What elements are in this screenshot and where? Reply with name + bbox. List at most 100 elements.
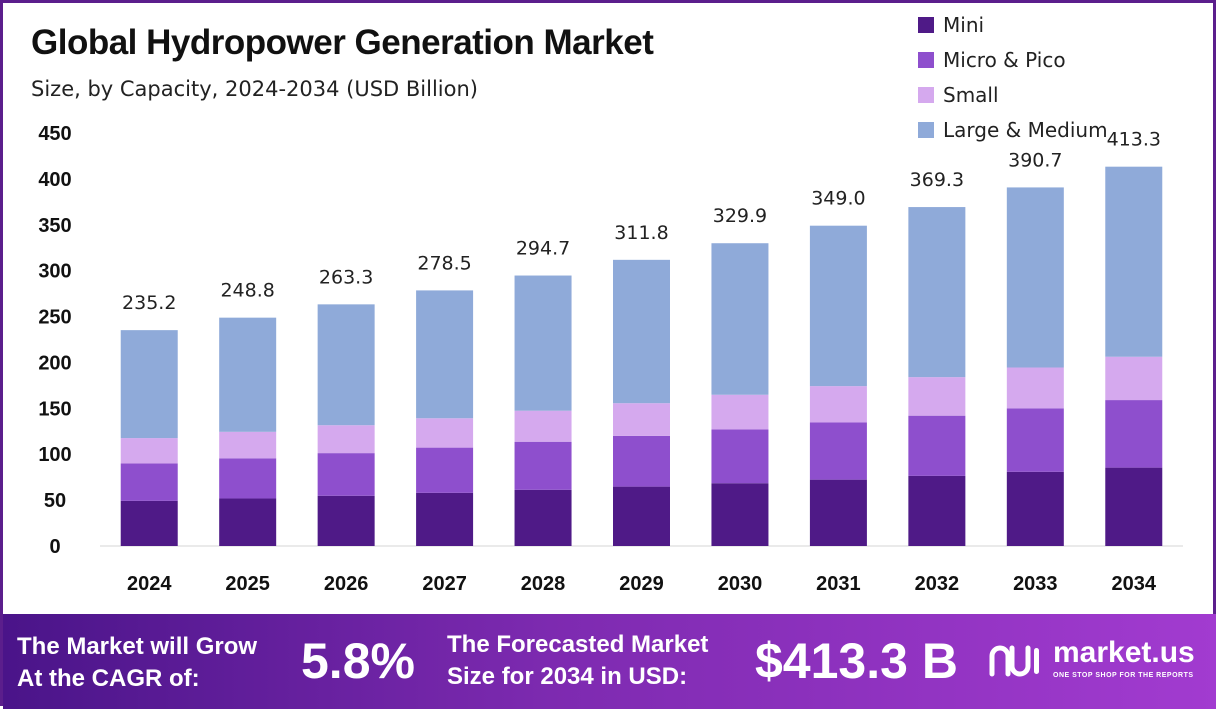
cagr-caption-line1: The Market will Grow bbox=[17, 633, 258, 660]
x-tick-label: 2027 bbox=[422, 573, 467, 595]
bar-total-label: 329.9 bbox=[713, 205, 767, 227]
y-tick-label: 150 bbox=[38, 398, 71, 420]
forecast-caption-line2: Size for 2034 in USD: bbox=[447, 663, 688, 690]
legend-label-small: Small bbox=[943, 82, 999, 107]
y-tick-label: 250 bbox=[38, 307, 71, 329]
x-tick-label: 2029 bbox=[619, 573, 664, 595]
x-tick-label: 2028 bbox=[521, 573, 566, 595]
x-tick-label: 2031 bbox=[816, 573, 861, 595]
bar-segment-mini bbox=[1105, 467, 1163, 546]
legend-item-large-medium: Large & Medium bbox=[918, 112, 1108, 147]
cagr-caption: The Market will Grow At the CAGR of: bbox=[17, 631, 257, 695]
x-tick-label: 2024 bbox=[127, 573, 172, 595]
logo-name: market.us bbox=[1053, 636, 1195, 669]
bar-segment-micro-pico bbox=[908, 415, 966, 476]
bar-segment-mini bbox=[613, 486, 670, 546]
chart-legend: Mini Micro & Pico Small Large & Medium bbox=[918, 7, 1108, 147]
cagr-value: 5.8% bbox=[301, 633, 415, 689]
legend-item-small: Small bbox=[918, 77, 1108, 112]
legend-label-micro-pico: Micro & Pico bbox=[943, 47, 1066, 72]
bar-segment-micro-pico bbox=[1006, 408, 1064, 472]
market-us-logo-icon bbox=[989, 645, 1039, 677]
bar-segment-large-medium bbox=[514, 275, 572, 411]
bar-segment-mini bbox=[711, 483, 769, 546]
legend-label-large-medium: Large & Medium bbox=[943, 117, 1108, 142]
bar-segment-large-medium bbox=[1006, 187, 1064, 368]
bar-segment-large-medium bbox=[1105, 166, 1163, 357]
bar-segment-large-medium bbox=[219, 317, 277, 432]
bar-segment-micro-pico bbox=[711, 429, 769, 484]
y-tick-label: 50 bbox=[44, 490, 66, 512]
legend-swatch-small bbox=[918, 86, 934, 103]
legend-label-mini: Mini bbox=[943, 12, 985, 37]
bar-segment-mini bbox=[809, 479, 867, 546]
legend-item-mini: Mini bbox=[918, 7, 1108, 42]
bar-segment-micro-pico bbox=[514, 441, 572, 490]
bar-segment-small bbox=[908, 377, 966, 416]
bar-total-label: 263.3 bbox=[319, 266, 373, 288]
bar-segment-mini bbox=[219, 498, 277, 546]
chart-subtitle: Size, by Capacity, 2024-2034 (USD Billio… bbox=[31, 77, 478, 101]
bar-total-label: 349.0 bbox=[811, 188, 865, 210]
bar-total-label: 248.8 bbox=[220, 280, 274, 302]
bar-segment-micro-pico bbox=[120, 463, 178, 501]
x-tick-label: 2032 bbox=[915, 573, 960, 595]
y-tick-label: 400 bbox=[38, 169, 71, 191]
x-tick-label: 2033 bbox=[1013, 573, 1058, 595]
bar-segment-micro-pico bbox=[317, 453, 375, 496]
y-tick-label: 0 bbox=[49, 536, 60, 558]
y-tick-label: 450 bbox=[38, 123, 71, 145]
chart-title: Global Hydropower Generation Market bbox=[31, 23, 654, 62]
bar-segment-micro-pico bbox=[416, 447, 474, 493]
bar-total-label: 369.3 bbox=[910, 169, 964, 191]
bar-segment-mini bbox=[120, 500, 178, 546]
bar-segment-large-medium bbox=[809, 225, 867, 387]
bar-segment-small bbox=[1006, 367, 1064, 409]
bar-segment-mini bbox=[908, 475, 966, 546]
bar-segment-mini bbox=[1006, 471, 1064, 546]
y-tick-label: 350 bbox=[38, 215, 71, 237]
y-tick-label: 200 bbox=[38, 352, 71, 374]
bar-segment-small bbox=[613, 403, 670, 436]
x-tick-label: 2026 bbox=[324, 573, 369, 595]
bar-segment-micro-pico bbox=[613, 435, 670, 487]
cagr-caption-line2: At the CAGR of: bbox=[17, 665, 200, 692]
bar-segment-large-medium bbox=[711, 243, 769, 395]
logo-tagline: ONE STOP SHOP FOR THE REPORTS bbox=[1053, 672, 1194, 679]
bar-segment-small bbox=[1105, 356, 1163, 401]
bar-total-label: 413.3 bbox=[1107, 129, 1161, 151]
forecast-caption: The Forecasted Market Size for 2034 in U… bbox=[447, 629, 708, 693]
legend-swatch-mini bbox=[918, 16, 934, 33]
y-tick-label: 100 bbox=[38, 444, 71, 466]
bar-total-label: 278.5 bbox=[417, 252, 471, 274]
forecast-caption-line1: The Forecasted Market bbox=[447, 631, 709, 658]
y-tick-label: 300 bbox=[38, 261, 71, 283]
bar-total-label: 390.7 bbox=[1008, 149, 1062, 171]
bar-segment-micro-pico bbox=[219, 458, 277, 499]
bar-segment-mini bbox=[317, 495, 375, 546]
bar-segment-small bbox=[711, 394, 769, 430]
x-tick-label: 2034 bbox=[1112, 573, 1157, 595]
summary-banner: The Market will Grow At the CAGR of: 5.8… bbox=[3, 614, 1216, 709]
forecast-value: $413.3 B bbox=[755, 633, 958, 689]
bar-segment-micro-pico bbox=[809, 422, 867, 480]
bar-segment-large-medium bbox=[416, 290, 474, 419]
bar-segment-mini bbox=[416, 492, 474, 546]
bar-segment-mini bbox=[514, 489, 572, 546]
bar-segment-large-medium bbox=[317, 304, 375, 426]
stacked-bar-chart: 0 50 100 150 200 250 300 350 400 450 235.2 2024 248.… bbox=[38, 123, 1183, 595]
legend-item-micro-pico: Micro & Pico bbox=[918, 42, 1108, 77]
x-tick-label: 2025 bbox=[225, 573, 270, 595]
bar-segment-micro-pico bbox=[1105, 400, 1163, 468]
bar-segment-small bbox=[809, 386, 867, 423]
bar-total-label: 235.2 bbox=[122, 292, 176, 314]
legend-swatch-micro-pico bbox=[918, 51, 934, 68]
bar-segment-small bbox=[514, 410, 572, 442]
bar-total-label: 294.7 bbox=[516, 238, 570, 260]
bar-total-label: 311.8 bbox=[614, 222, 668, 244]
bar-segment-small bbox=[416, 418, 474, 448]
bar-segment-small bbox=[120, 438, 178, 464]
bar-segment-large-medium bbox=[613, 259, 670, 404]
bar-segment-small bbox=[219, 431, 277, 459]
